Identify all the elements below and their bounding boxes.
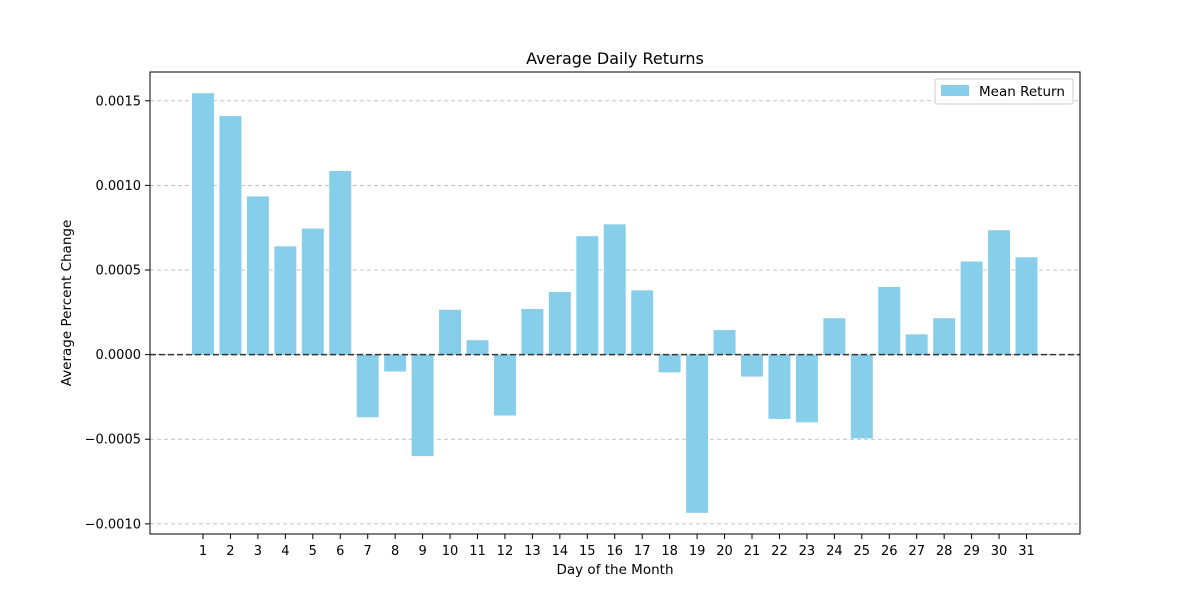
x-tick-label: 19 — [689, 544, 706, 559]
x-tick-label: 15 — [579, 544, 596, 559]
bar-day-21 — [741, 354, 763, 377]
x-tick-label: 1 — [199, 544, 207, 559]
x-tick-label: 23 — [799, 544, 816, 559]
bar-day-1 — [192, 93, 214, 355]
legend-swatch — [941, 85, 969, 96]
x-tick-label: 31 — [1018, 544, 1035, 559]
x-tick-label: 18 — [661, 544, 678, 559]
x-tick-label: 9 — [418, 544, 426, 559]
y-tick-label: −0.0010 — [85, 517, 141, 532]
x-tick-label: 12 — [497, 544, 514, 559]
x-tick-label: 28 — [936, 544, 953, 559]
bar-day-8 — [384, 354, 407, 372]
bar-day-30 — [988, 230, 1011, 355]
bar-day-25 — [850, 354, 873, 439]
y-axis-ticks: −0.0010 −0.0005 0.0000 0.0005 0.0010 0.0015 — [85, 94, 150, 532]
bar-day-28 — [933, 318, 956, 355]
bar-day-15 — [576, 236, 599, 355]
y-axis-label: Average Percent Change — [59, 220, 75, 387]
bar-day-20 — [713, 330, 736, 355]
bar-day-2 — [219, 116, 242, 355]
x-tick-label: 29 — [963, 544, 980, 559]
bar-day-19 — [686, 354, 709, 513]
bar-day-6 — [329, 171, 352, 355]
bar-day-12 — [493, 354, 516, 416]
x-tick-label: 2 — [226, 544, 234, 559]
x-tick-label: 3 — [254, 544, 262, 559]
x-tick-label: 21 — [744, 544, 761, 559]
bar-series-mean-return — [192, 93, 1038, 513]
x-tick-label: 16 — [606, 544, 623, 559]
x-tick-label: 27 — [908, 544, 925, 559]
y-tick-label: 0.0000 — [96, 348, 142, 363]
bar-day-14 — [548, 292, 571, 355]
bar-day-3 — [246, 196, 269, 355]
bar-day-7 — [356, 354, 379, 418]
legend: Mean Return — [934, 78, 1074, 105]
bar-day-11 — [466, 340, 489, 355]
x-axis-ticks: 1 2 3 4 5 6 7 8 9 10 11 12 13 14 15 16 17 18 19 20 21 22 23 24 2… — [199, 534, 1035, 559]
x-tick-label: 22 — [771, 544, 788, 559]
x-tick-label: 4 — [281, 544, 289, 559]
y-tick-label: −0.0005 — [85, 433, 141, 448]
legend-box — [934, 78, 1074, 105]
bar-day-9 — [411, 354, 434, 457]
y-tick-label: 0.0005 — [96, 264, 142, 279]
bar-day-26 — [878, 286, 901, 355]
bar-day-31 — [1015, 257, 1038, 355]
y-tick-label: 0.0015 — [96, 94, 142, 109]
x-tick-label: 24 — [826, 544, 843, 559]
x-tick-label: 20 — [716, 544, 733, 559]
legend-label: Mean Return — [979, 84, 1065, 100]
bar-day-16 — [603, 224, 626, 355]
x-tick-label: 10 — [442, 544, 459, 559]
x-tick-label: 6 — [336, 544, 344, 559]
bar-day-18 — [658, 354, 681, 373]
x-tick-label: 7 — [364, 544, 372, 559]
bar-day-29 — [960, 261, 983, 355]
bar-day-17 — [631, 290, 654, 355]
bar-day-10 — [439, 309, 462, 355]
x-tick-label: 8 — [391, 544, 399, 559]
x-tick-label: 26 — [881, 544, 898, 559]
bar-day-27 — [905, 334, 928, 355]
bar-day-24 — [823, 318, 846, 355]
x-tick-label: 30 — [991, 544, 1008, 559]
x-tick-label: 17 — [634, 544, 651, 559]
bar-day-5 — [301, 228, 324, 355]
x-tick-label: 25 — [854, 544, 871, 559]
bar-day-4 — [274, 246, 297, 355]
x-tick-label: 11 — [469, 544, 486, 559]
bar-day-23 — [795, 354, 818, 423]
bar-day-13 — [521, 308, 544, 355]
x-tick-label: 14 — [552, 544, 569, 559]
x-tick-label: 5 — [309, 544, 317, 559]
y-tick-label: 0.0010 — [96, 179, 142, 194]
chart-title: Average Daily Returns — [526, 49, 704, 68]
bar-day-22 — [768, 354, 791, 419]
x-axis-label: Day of the Month — [556, 562, 673, 578]
x-tick-label: 13 — [524, 544, 541, 559]
